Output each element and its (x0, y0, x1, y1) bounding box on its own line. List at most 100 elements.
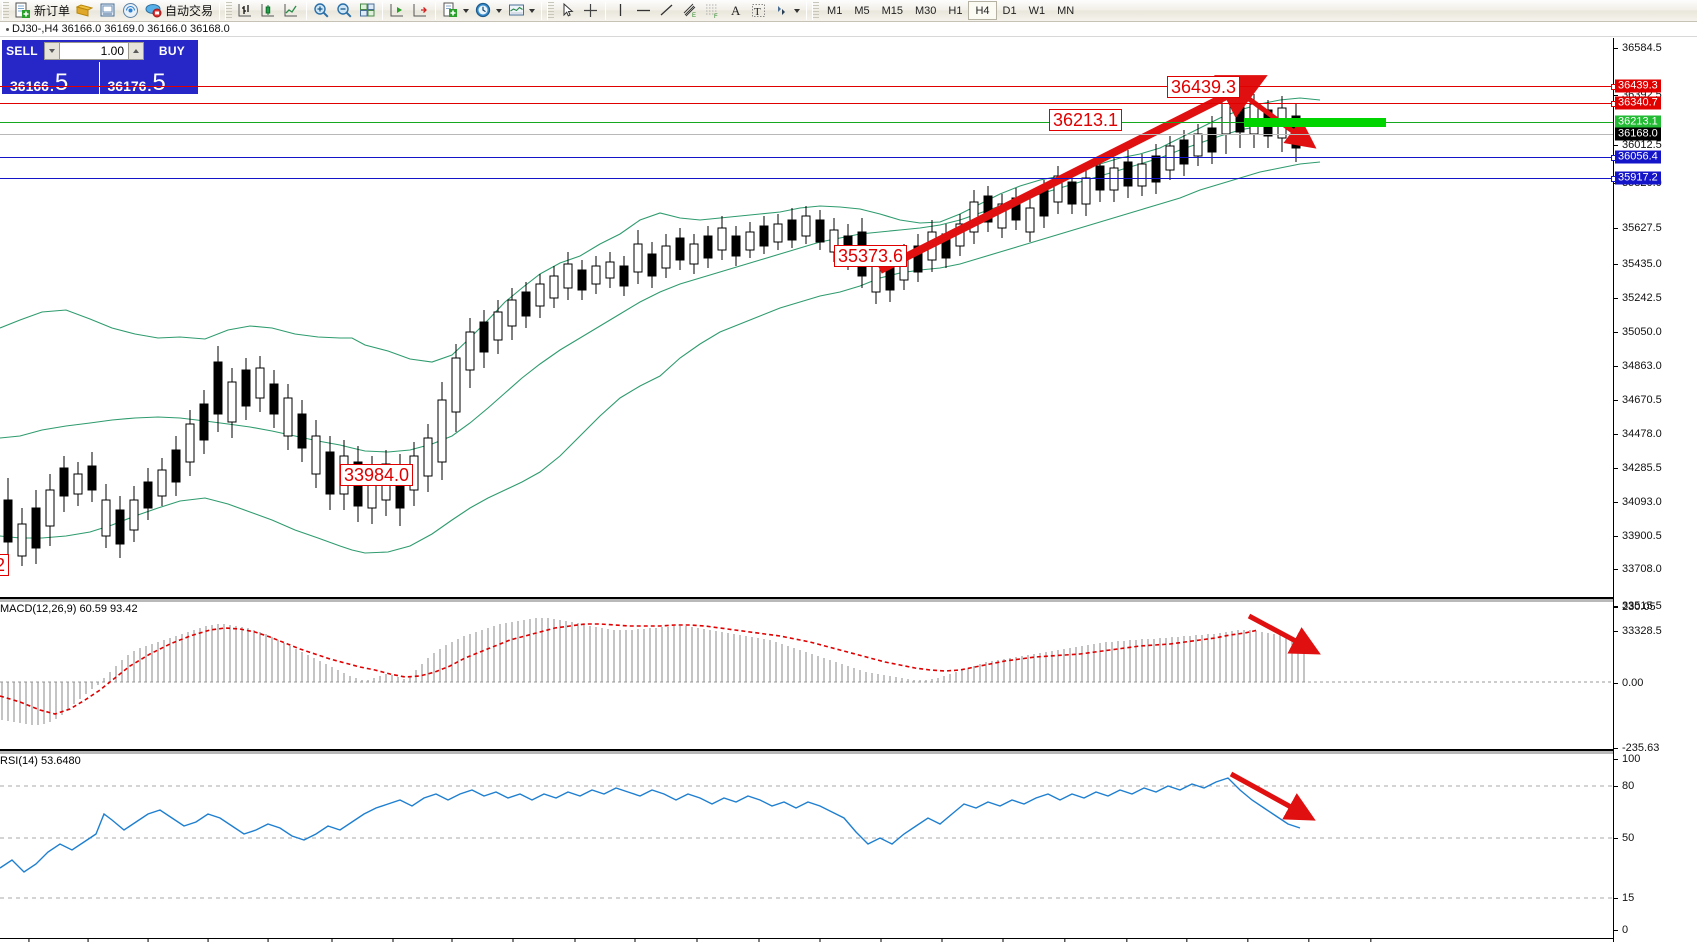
price-badge-support-1[interactable]: 36056.4 (1615, 150, 1661, 164)
level-line-36056[interactable] (0, 155, 1617, 161)
time-axis[interactable]: Sep 2021 1 Oct 20:00 5 Oct 00:00 6 Oct 0… (0, 938, 1613, 942)
level-line-36439[interactable] (0, 84, 1617, 90)
timeframe-m30[interactable]: M30 (915, 4, 937, 17)
objects-dropdown-caret[interactable] (794, 8, 801, 13)
auto-scroll-button[interactable] (409, 1, 432, 21)
candle (731, 226, 741, 266)
toolbar-grip-2[interactable] (225, 1, 233, 20)
toolbar-grip-4[interactable] (812, 1, 820, 20)
timeframe-h1[interactable]: H1 (948, 4, 963, 17)
timeframe-h4[interactable]: H4 (968, 1, 997, 20)
folder-icon (76, 4, 94, 17)
candle (675, 228, 685, 270)
candle (717, 216, 727, 260)
candle (269, 370, 279, 428)
vertical-line-button[interactable] (609, 1, 632, 21)
text-label-button[interactable]: T (747, 1, 770, 21)
timeframe-m15[interactable]: M15 (881, 4, 903, 17)
signals-button[interactable] (119, 1, 142, 21)
objects-list-button[interactable] (770, 1, 803, 21)
buy-button[interactable]: BUY (146, 40, 198, 62)
rsi-down-arrow (1229, 771, 1316, 821)
price-axis[interactable]: 36584.5 36392.5 36012.5 35820.0 35627.5 … (1613, 38, 1697, 942)
periods-button[interactable] (472, 1, 505, 21)
price-badge-support-2[interactable]: 35917.2 (1615, 171, 1661, 185)
horizontal-line-button[interactable] (632, 1, 655, 21)
annotation-35373[interactable]: 35373.6 (834, 245, 908, 267)
indicators-dropdown-caret[interactable] (463, 8, 470, 13)
level-line-35917[interactable] (0, 176, 1617, 182)
level-line-36340[interactable] (0, 101, 1617, 107)
candle (661, 234, 671, 278)
bar-chart-button[interactable] (234, 1, 257, 21)
level-line-36213[interactable] (0, 122, 1613, 123)
pane-splitter-2[interactable] (0, 748, 1613, 754)
timeframe-w1[interactable]: W1 (1028, 4, 1046, 17)
pane-splitter-1[interactable] (0, 596, 1613, 602)
volume-increment-button[interactable] (128, 42, 144, 60)
timeframe-d1[interactable]: D1 (1002, 4, 1017, 17)
equidistant-channel-button[interactable]: E (678, 1, 701, 21)
open-data-folder-button[interactable] (73, 1, 96, 21)
sell-button[interactable]: SELL (2, 40, 42, 62)
buy-price-display[interactable]: 36176 . 5 (99, 62, 198, 95)
toolbar-grip-3[interactable] (547, 1, 555, 20)
annotation-36439[interactable]: 36439.3 (1167, 76, 1241, 98)
templates-dropdown-caret[interactable] (529, 8, 536, 13)
price-pane[interactable]: 36439.3 36213.1 35373.6 33984.0 .2 (0, 38, 1617, 598)
sell-price-display[interactable]: 36166 . 5 (2, 62, 99, 95)
timeframe-mn[interactable]: MN (1057, 4, 1075, 17)
zoom-in-button[interactable] (310, 1, 333, 21)
trendline-button[interactable] (655, 1, 678, 21)
crosshair-button[interactable] (579, 1, 602, 21)
volume-stepper[interactable]: 1.00 (42, 40, 146, 62)
candle (101, 484, 111, 548)
candlestick-chart-button[interactable] (257, 1, 280, 21)
annotation-36213[interactable]: 36213.1 (1049, 109, 1123, 131)
price-badge-resistance-2[interactable]: 36340.7 (1615, 96, 1661, 110)
profiles-button[interactable] (96, 1, 119, 21)
text-button[interactable]: A (724, 1, 747, 21)
macd-axis-tick: 230.05 (1614, 601, 1656, 613)
timeframe-m1[interactable]: M1 (827, 4, 843, 17)
cursor-button[interactable] (556, 1, 579, 21)
symbol-info-text: DJ30-,H4 36166.0 36169.0 36166.0 36168.0 (12, 23, 230, 35)
timeframe-m5[interactable]: M5 (854, 4, 870, 17)
text-label-icon: T (752, 4, 766, 18)
volume-decrement-button[interactable] (44, 42, 60, 60)
fibonacci-button[interactable]: F (701, 1, 724, 21)
candle (1025, 196, 1035, 242)
new-order-button[interactable]: 新订单 (11, 1, 73, 21)
candle (17, 508, 27, 566)
candle (297, 400, 307, 462)
price-badge-support-green[interactable]: 36213.1 (1615, 115, 1661, 129)
candle (311, 420, 321, 488)
candle (633, 230, 643, 284)
one-click-trading-panel[interactable]: SELL 1.00 BUY 36166 . 5 36176 . 5 (2, 40, 198, 96)
candle (815, 210, 825, 250)
annotation-33984[interactable]: 33984.0 (340, 464, 414, 486)
toolbar-grip[interactable] (2, 1, 9, 20)
indicators-button[interactable] (439, 1, 472, 21)
macd-arrow-layer[interactable] (0, 604, 1613, 748)
price-badge-resistance-1[interactable]: 36439.3 (1615, 79, 1661, 93)
chart-shift-button[interactable] (386, 1, 409, 21)
periods-dropdown-caret[interactable] (496, 8, 503, 13)
volume-input[interactable]: 1.00 (60, 42, 128, 60)
line-chart-button[interactable] (280, 1, 303, 21)
rsi-arrow-layer[interactable] (0, 756, 1613, 938)
tile-windows-button[interactable] (356, 1, 379, 21)
zoom-out-button[interactable] (333, 1, 356, 21)
macd-series (0, 618, 1613, 725)
chart-area[interactable]: 36439.3 36213.1 35373.6 33984.0 .2 MACD(… (0, 38, 1697, 942)
annotation-partial-left[interactable]: .2 (0, 554, 10, 576)
profiles-icon (100, 3, 115, 17)
macd-label: MACD(12,26,9) 60.59 93.42 (0, 603, 138, 615)
macd-down-arrow (1247, 613, 1321, 655)
templates-button[interactable] (505, 1, 538, 21)
rsi-pane[interactable]: RSI(14) 53.6480 (0, 755, 1613, 938)
resistance-zone[interactable] (1244, 118, 1386, 127)
autotrading-button[interactable]: 自动交易 (142, 1, 216, 21)
line-chart-icon (284, 4, 298, 17)
macd-pane[interactable]: MACD(12,26,9) 60.59 93.42 (0, 603, 1613, 748)
